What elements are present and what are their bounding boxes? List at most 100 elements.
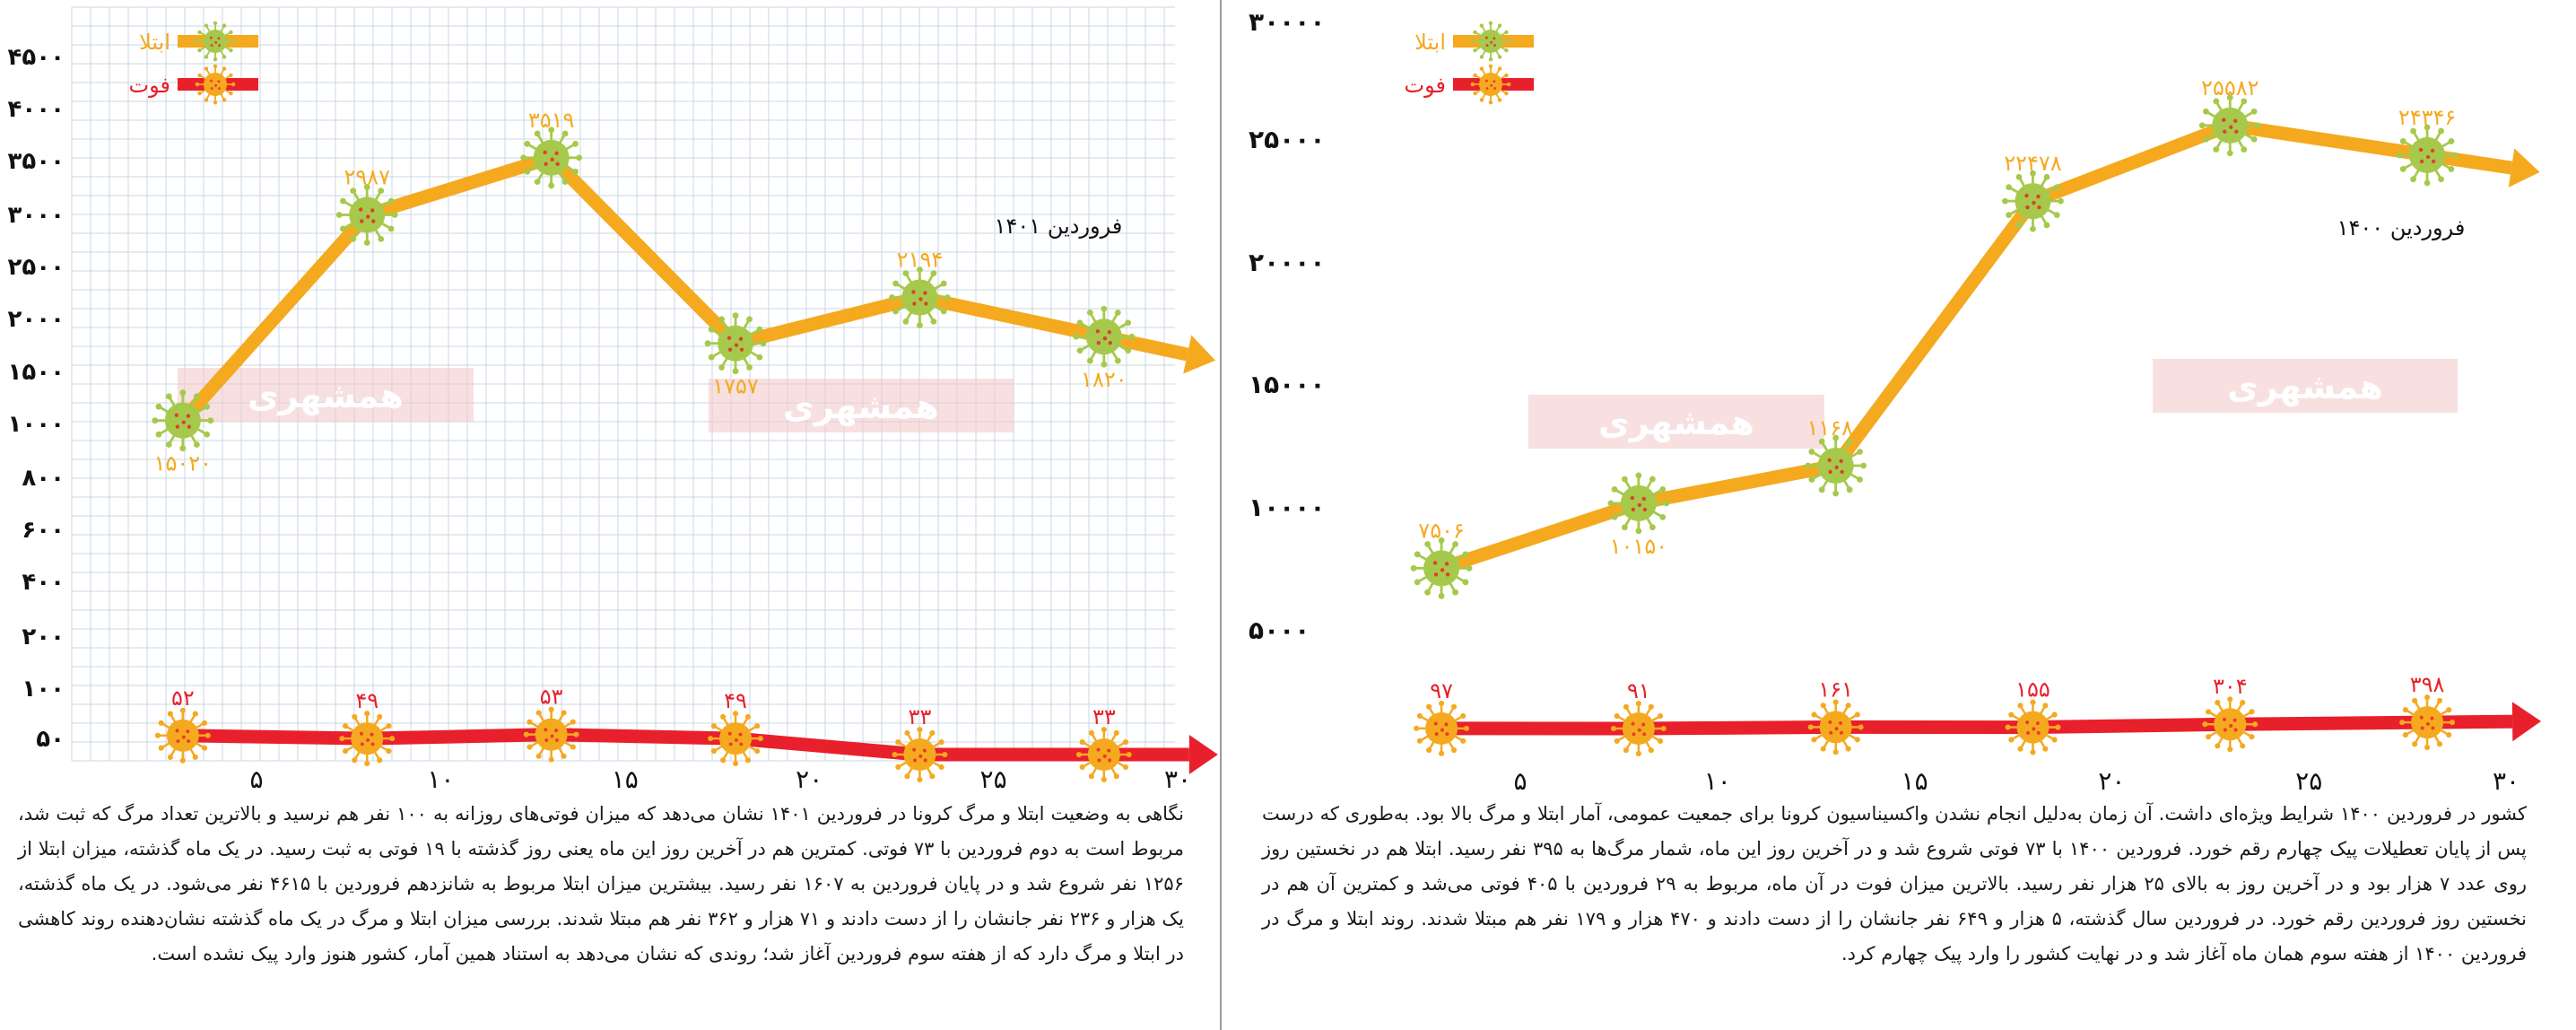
data-label-death: ۵۲	[171, 685, 195, 711]
y-tick-label: ۲۵۰۰۰	[1249, 125, 1325, 154]
left-caption: نگاهی به وضعیت ابتلا و مرگ کرونا در فرور…	[18, 803, 1184, 965]
x-tick-label: ۲۰	[2098, 766, 2125, 790]
y-tick-label: ۴۰۰۰	[8, 96, 65, 123]
watermark-band	[709, 379, 1014, 432]
x-tick-label: ۳۰	[1164, 764, 1191, 790]
y-tick-label: ۱۰۰	[22, 676, 65, 703]
data-point-death	[2399, 694, 2456, 751]
orange-virus-icon	[195, 64, 236, 105]
data-point-death	[339, 711, 396, 767]
y-tick-label: ۱۵۰۰	[8, 359, 65, 386]
period-label: فروردین ۱۴۰۰	[2337, 215, 2466, 240]
y-tick-label: ۲۰۰۰۰	[1249, 248, 1325, 277]
series-line-infection	[1439, 118, 2513, 575]
y-tick-label: ۳۰۰۰	[8, 202, 65, 229]
data-point-infection	[2198, 94, 2261, 157]
period-label: فروردین ۱۴۰۱	[995, 214, 1123, 239]
data-label-infection: ۲۴۳۴۶	[2398, 105, 2456, 130]
data-label-death: ۳۳	[1092, 704, 1116, 729]
x-tick-label: ۵	[249, 764, 263, 790]
data-point-death	[2005, 699, 2061, 755]
x-tick-label: ۱۵	[1902, 766, 1928, 790]
y-tick-label: ۱۰۰۰۰	[1249, 493, 1325, 522]
watermark-band	[2153, 359, 2458, 413]
series-arrow-death	[2511, 702, 2542, 742]
data-label-infection: ۲۵۵۸۲	[2201, 75, 2258, 100]
data-label-infection: ۷۵۰۶	[1418, 518, 1465, 543]
y-tick-label: ۴۰۰	[22, 569, 65, 596]
y-tick-label: ۳۵۰۰	[8, 148, 65, 175]
data-label-infection: ۱۱۶۸۰	[1806, 415, 1864, 441]
series-line-death	[1441, 714, 2513, 736]
data-label-infection: ۱۵۰۲۰	[154, 451, 212, 476]
data-label-death: ۹۱	[1627, 678, 1650, 703]
y-tick-label: ۲۰۰۰	[8, 306, 65, 333]
y-tick-label: ۲۵۰۰	[8, 254, 65, 281]
data-label-death: ۳۹۸	[2410, 672, 2445, 697]
y-tick-label: ۵۰۰۰	[1249, 615, 1310, 645]
data-label-death: ۵۳	[540, 685, 563, 710]
series-arrow-death	[1188, 735, 1218, 775]
data-point-death	[1807, 699, 1864, 755]
legend-label-infection: ابتلا	[139, 30, 170, 55]
y-tick-label: ۶۰۰	[22, 517, 65, 544]
y-tick-label: ۸۰۰	[22, 465, 65, 492]
data-point-infection	[520, 127, 583, 189]
data-point-infection	[335, 184, 398, 246]
x-tick-label: ۱۰	[1704, 766, 1731, 790]
data-point-death	[2202, 696, 2258, 753]
data-label-death: ۱۵۵	[2015, 677, 2050, 703]
data-point-infection	[704, 312, 767, 375]
series-arrow-infection	[1183, 335, 1216, 374]
x-tick-label: ۲۵	[2295, 766, 2322, 790]
x-tick-label: ۳۰	[2493, 766, 2519, 790]
data-label-infection: ۲۱۹۴	[897, 247, 944, 272]
x-tick-label: ۱۰	[427, 764, 454, 790]
x-tick-label: ۱۵	[612, 764, 639, 790]
watermark-text: همشهری	[783, 387, 939, 426]
data-point-infection	[1410, 537, 1473, 599]
x-tick-label: ۲۵	[980, 764, 1007, 790]
y-tick-label: ۱۵۰۰۰	[1249, 370, 1325, 399]
data-label-infection: ۱۰۱۵۰	[1610, 534, 1667, 559]
watermark-band	[1528, 395, 1824, 449]
data-point-death	[523, 706, 579, 763]
data-label-death: ۱۶۱	[1818, 676, 1853, 702]
legend-label-death: فوت	[1405, 73, 1446, 98]
legend-label-death: فوت	[129, 73, 170, 98]
data-point-infection	[1805, 434, 1867, 497]
data-label-death: ۴۹	[724, 688, 747, 713]
legend-label-infection: ابتلا	[1414, 30, 1446, 55]
data-label-infection: ۱۷۵۷	[712, 374, 759, 399]
y-tick-label: ۴۵۰۰	[8, 44, 65, 71]
x-tick-label: ۲۰	[796, 764, 822, 790]
green-virus-icon	[1470, 21, 1511, 62]
data-label-infection: ۳۵۱۹	[528, 108, 575, 133]
right-caption: کشور در فروردین ۱۴۰۰ شرایط ویژه‌ای داشت.…	[1262, 803, 2528, 965]
watermark-text: همشهری	[1598, 403, 1754, 442]
data-point-infection	[889, 266, 951, 328]
data-point-death	[154, 707, 211, 764]
y-tick-label: ۱۰۰۰	[8, 411, 65, 438]
data-label-infection: ۲۹۸۷	[344, 165, 390, 190]
y-tick-label: ۵۰	[36, 726, 65, 753]
data-label-death: ۳۰۴	[2213, 674, 2248, 699]
data-label-infection: ۱۸۲۰	[1081, 367, 1127, 392]
data-point-death	[892, 727, 948, 782]
orange-virus-icon	[1470, 64, 1511, 105]
data-point-death	[1075, 727, 1132, 782]
data-point-infection	[2396, 124, 2459, 187]
data-label-infection: ۲۲۴۷۸	[2004, 151, 2062, 176]
data-point-infection	[1073, 305, 1136, 368]
data-point-death	[1610, 701, 1667, 756]
data-point-death	[708, 711, 763, 767]
series-line-death	[182, 728, 1189, 762]
data-point-infection	[1607, 472, 1670, 535]
y-tick-label: ۳۰۰۰۰	[1249, 7, 1325, 37]
data-label-death: ۳۳	[909, 704, 932, 729]
data-point-infection	[152, 389, 214, 452]
right-chart: ۵۰۰۰ ۱۰۰۰۰ ۱۵۰۰۰ ۲۰۰۰۰ ۲۵۰۰۰ ۳۰۰۰۰ ۵ ۱۰ ۱۵ ۲۰ ۲۵ ۳۰…	[1249, 7, 2542, 790]
left-chart: ۵۰ ۱۰۰ ۲۰۰ ۴۰۰ ۶۰۰ ۸۰۰ ۱۰۰۰ ۱۵۰۰ ۲۰۰۰ ۲۵۰۰ ۳۰۰۰ ۳۵۰…	[8, 6, 1218, 790]
watermark-text: همشهری	[248, 376, 404, 415]
data-point-death	[1414, 700, 1470, 756]
